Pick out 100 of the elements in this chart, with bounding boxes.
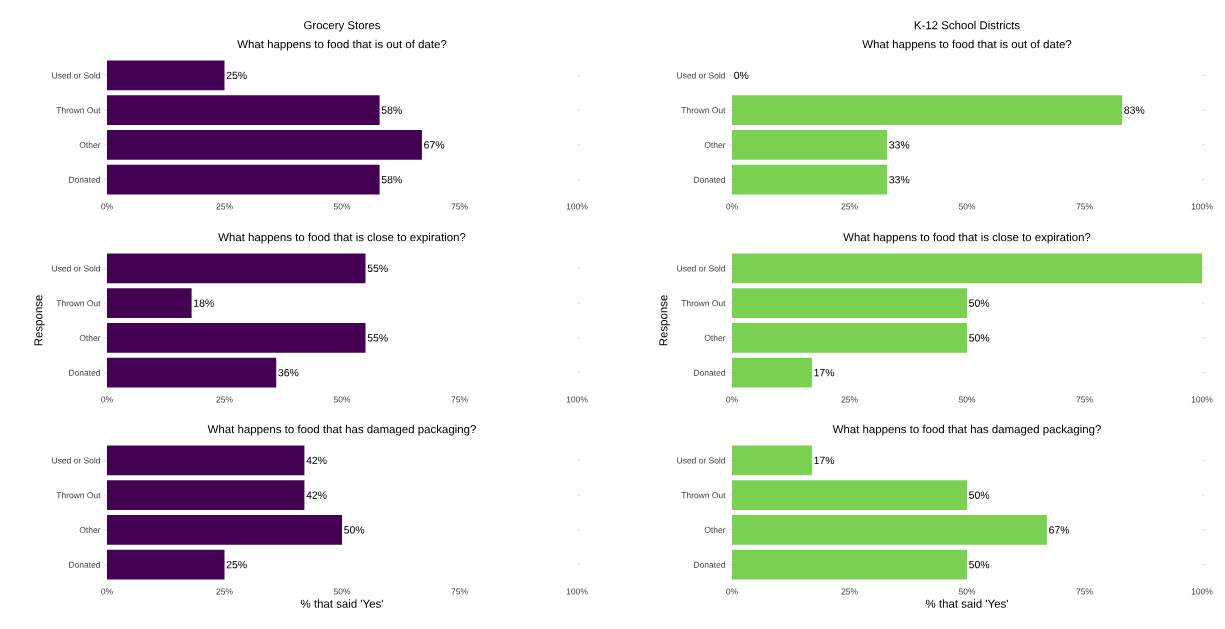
x-tick-label: 75% [451,396,468,403]
x-tick-label: 100% [1191,396,1213,403]
data-label: 25% [226,71,247,80]
data-label: 42% [306,491,327,499]
data-label: 55% [367,334,388,342]
x-tick-label: 100% [566,588,588,595]
data-label: 50% [969,560,990,569]
data-label: 0% [734,71,749,80]
bar [732,445,812,476]
data-label: 18% [194,299,214,307]
data-label: 33% [889,141,910,149]
y-tick-label: Used or Sold [677,265,725,272]
y-tick-label: Other [79,334,101,341]
y-axis-title: Response [659,295,670,346]
y-tick-label: Used or Sold [677,72,725,79]
y-tick-label: Donated [69,176,100,183]
x-tick-label: 0% [101,203,113,210]
x-tick-label: 75% [451,203,468,210]
bar [107,357,277,388]
x-tick-label: 0% [101,588,113,595]
x-tick-label: 25% [216,203,233,210]
x-tick-label: 0% [726,588,738,595]
x-tick-label: 25% [216,588,233,595]
x-tick-label: 25% [841,203,858,210]
chart-title: What happens to food that has damaged packaging? [207,424,476,436]
y-tick-label: Other [79,526,101,533]
data-label: 33% [889,175,910,184]
y-tick-label: Thrown Out [56,107,101,114]
bar [107,549,225,580]
y-tick-label: Used or Sold [52,457,100,464]
x-tick-label: 100% [566,396,588,403]
x-tick-label: 50% [958,396,976,403]
chart-title: K-12 School Districts [914,20,1020,30]
y-tick-label: Used or Sold [52,72,100,79]
x-tick-label: 50% [958,203,976,210]
data-label: 17% [814,456,835,465]
x-tick-label: 0% [726,396,738,403]
y-tick-label: Donated [694,369,725,376]
data-label: 17% [814,368,835,377]
chart-title: What happens to food that is close to expiration? [218,232,466,244]
bar [732,480,968,510]
y-tick-label: Other [704,141,726,148]
chart-subtitle: What happens to food that is out of date? [862,39,1072,51]
x-tick-label: 100% [1191,203,1213,210]
y-axis-title: Response [34,295,45,346]
data-label: 50% [969,491,990,499]
data-label: 58% [381,175,402,184]
bar [107,60,225,91]
x-tick-label: 75% [1076,396,1093,403]
x-tick-label: 50% [333,396,351,403]
y-tick-label: Thrown Out [681,300,726,307]
x-tick-label: 50% [958,588,976,595]
x-tick-label: 75% [1076,203,1093,210]
data-label: 25% [226,560,247,569]
x-tick-label: 0% [101,396,113,403]
x-axis-title: % that said 'Yes' [300,599,383,608]
bar [732,515,1047,545]
data-label: 50% [969,334,990,342]
bar [107,445,305,476]
y-tick-label: Thrown Out [56,492,101,499]
data-label: 67% [1049,526,1070,534]
y-tick-label: Donated [69,369,100,376]
x-tick-label: 100% [566,203,588,210]
data-label: 36% [278,368,299,377]
bar [732,253,1203,284]
y-tick-label: Thrown Out [681,107,726,114]
x-tick-label: 75% [1076,588,1093,595]
x-tick-label: 50% [333,203,351,210]
y-tick-label: Donated [69,561,100,568]
bar [732,549,968,580]
y-tick-label: Other [704,526,726,533]
bar [107,480,305,510]
x-tick-label: 50% [333,588,351,595]
y-tick-label: Used or Sold [677,457,725,464]
data-label: 67% [424,141,445,149]
bar [107,323,366,353]
y-tick-label: Donated [694,176,725,183]
y-tick-label: Thrown Out [56,300,101,307]
chart-title: Grocery Stores [304,21,381,32]
bar [107,95,380,125]
x-tick-label: 0% [726,203,738,210]
bar [732,288,968,318]
data-label: 55% [367,264,388,273]
data-label: 50% [969,299,990,307]
data-label: 83% [1124,106,1145,114]
x-tick-label: 25% [216,396,233,403]
chart-subtitle: What happens to food that is out of date? [237,39,447,51]
bar [107,515,343,545]
bar [107,253,366,284]
bar [732,357,812,388]
y-tick-label: Used or Sold [52,265,100,272]
y-tick-label: Thrown Out [681,492,726,499]
x-tick-label: 100% [1191,588,1213,595]
x-axis-title: % that said 'Yes' [925,599,1008,608]
x-tick-label: 25% [841,396,858,403]
chart-title: What happens to food that has damaged packaging? [832,424,1101,436]
data-label: 42% [306,456,327,465]
y-tick-label: Other [79,141,101,148]
x-tick-label: 25% [841,588,858,595]
x-tick-label: 75% [451,588,468,595]
